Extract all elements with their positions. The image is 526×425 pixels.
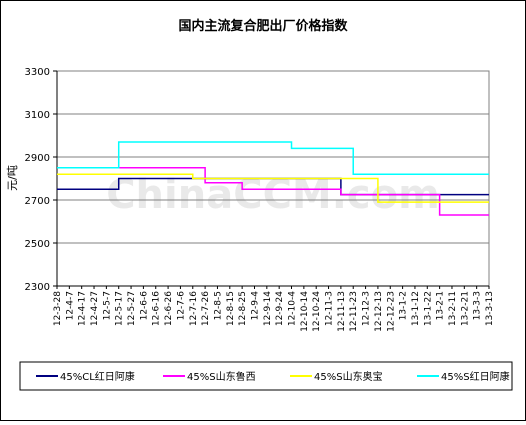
legend-label-1: 45%S山东鲁西 bbox=[187, 370, 256, 383]
x-tick-label: 13-3-3 bbox=[473, 291, 483, 320]
x-tick-label: 12-8-5 bbox=[213, 291, 223, 320]
series-line-2 bbox=[57, 173, 489, 203]
x-tick-label: 12-12-23 bbox=[386, 291, 396, 332]
x-tick-label: 12-9-4 bbox=[250, 291, 260, 321]
y-tick-label: 3300 bbox=[25, 67, 50, 78]
legend-label-3: 45%S红日阿康 bbox=[441, 370, 510, 383]
x-tick-label: 12-7-26 bbox=[201, 291, 211, 326]
x-tick-label: 12-3-28 bbox=[53, 291, 63, 326]
x-tick-label: 12-5-7 bbox=[102, 291, 112, 320]
x-tick-label: 12-10-14 bbox=[300, 291, 310, 332]
x-tick-label: 13-2-1 bbox=[436, 291, 446, 320]
y-tick-label: 2300 bbox=[25, 282, 50, 293]
x-tick-label: 12-11-13 bbox=[337, 291, 347, 332]
x-tick-label: 12-7-6 bbox=[176, 291, 186, 321]
legend-box bbox=[19, 361, 513, 391]
y-tick-label: 2500 bbox=[25, 239, 50, 250]
x-tick-label: 12-6-6 bbox=[139, 291, 149, 321]
x-tick-label: 12-9-24 bbox=[275, 291, 285, 326]
x-tick-label: 12-10-4 bbox=[288, 291, 298, 326]
x-tick-label: 12-6-16 bbox=[152, 291, 162, 326]
x-tick-label: 12-11-3 bbox=[325, 291, 335, 326]
x-tick-label: 12-11-23 bbox=[349, 291, 359, 332]
legend: 45%CL红日阿康 45%S山东鲁西 45%S山东奥宝 45%S红日阿康 bbox=[36, 370, 510, 383]
x-axis-ticks: 12-3-28 12-4-7 12-4-17 12-4-27 12-5-7 12-5-17… bbox=[53, 286, 495, 332]
y-tick-label: 3100 bbox=[25, 110, 50, 121]
x-tick-label: 12-12-13 bbox=[374, 291, 384, 332]
x-tick-label: 12-4-17 bbox=[78, 291, 88, 326]
x-tick-label: 12-8-15 bbox=[226, 291, 236, 326]
x-tick-label: 13-1-2 bbox=[399, 291, 409, 320]
y-tick-label: 2700 bbox=[25, 196, 50, 207]
y-axis-label: 元/吨 bbox=[6, 165, 19, 191]
x-tick-label: 12-12-3 bbox=[362, 291, 372, 326]
chart-title: 国内主流复合肥出厂价格指数 bbox=[178, 18, 348, 34]
x-tick-label: 13-2-11 bbox=[448, 291, 458, 326]
x-tick-label: 12-6-26 bbox=[164, 291, 174, 326]
y-tick-label: 2900 bbox=[25, 153, 50, 164]
series-lines bbox=[57, 141, 489, 216]
x-tick-label: 12-10-24 bbox=[312, 291, 322, 332]
x-tick-label: 13-3-13 bbox=[485, 291, 495, 326]
x-tick-label: 12-4-7 bbox=[65, 291, 75, 320]
y-axis-ticks: 2300 2500 2700 2900 3100 3300 bbox=[25, 67, 489, 293]
legend-label-2: 45%S山东奥宝 bbox=[314, 370, 383, 383]
series-line-1 bbox=[57, 167, 489, 216]
x-tick-label: 13-1-12 bbox=[411, 291, 421, 326]
x-tick-label: 12-9-14 bbox=[263, 291, 273, 326]
x-tick-label: 12-8-25 bbox=[238, 291, 248, 326]
x-tick-label: 12-5-17 bbox=[115, 291, 125, 326]
x-tick-label: 12-4-27 bbox=[90, 291, 100, 326]
x-tick-label: 12-7-16 bbox=[189, 291, 199, 326]
x-tick-label: 12-5-27 bbox=[127, 291, 137, 326]
x-tick-label: 13-1-22 bbox=[423, 291, 433, 326]
legend-label-0: 45%CL红日阿康 bbox=[60, 370, 135, 383]
x-tick-label: 13-2-21 bbox=[460, 291, 470, 326]
series-line-3 bbox=[57, 141, 489, 175]
